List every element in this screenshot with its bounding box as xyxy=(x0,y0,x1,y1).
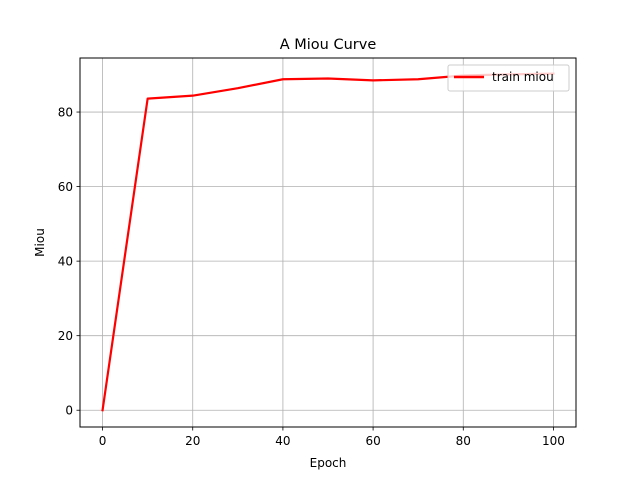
x-tick-label: 0 xyxy=(99,434,107,448)
ticks: 0 20 40 60 80 100 0 20 40 60 80 xyxy=(58,106,565,448)
plot-frame xyxy=(79,57,577,428)
x-axis-label: Epoch xyxy=(310,456,347,470)
y-tick-label: 40 xyxy=(58,255,73,269)
series-line-train-miou xyxy=(101,72,555,412)
legend-label: train miou xyxy=(492,70,554,84)
x-tick-label: 80 xyxy=(456,434,471,448)
y-tick-label: 20 xyxy=(58,329,73,343)
y-axis-label: Miou xyxy=(33,228,47,257)
chart-title: A Miou Curve xyxy=(280,37,377,53)
legend-box xyxy=(447,64,570,92)
legend: train miou xyxy=(447,64,570,92)
x-tick-label: 60 xyxy=(365,434,380,448)
series-layer xyxy=(101,72,555,412)
x-tick-label: 100 xyxy=(542,434,565,448)
grid xyxy=(80,58,576,427)
y-tick-label: 80 xyxy=(58,106,73,120)
x-tick-label: 20 xyxy=(185,434,200,448)
y-tick-label: 0 xyxy=(65,404,73,418)
y-tick-label: 60 xyxy=(58,180,73,194)
x-tick-label: 40 xyxy=(275,434,290,448)
